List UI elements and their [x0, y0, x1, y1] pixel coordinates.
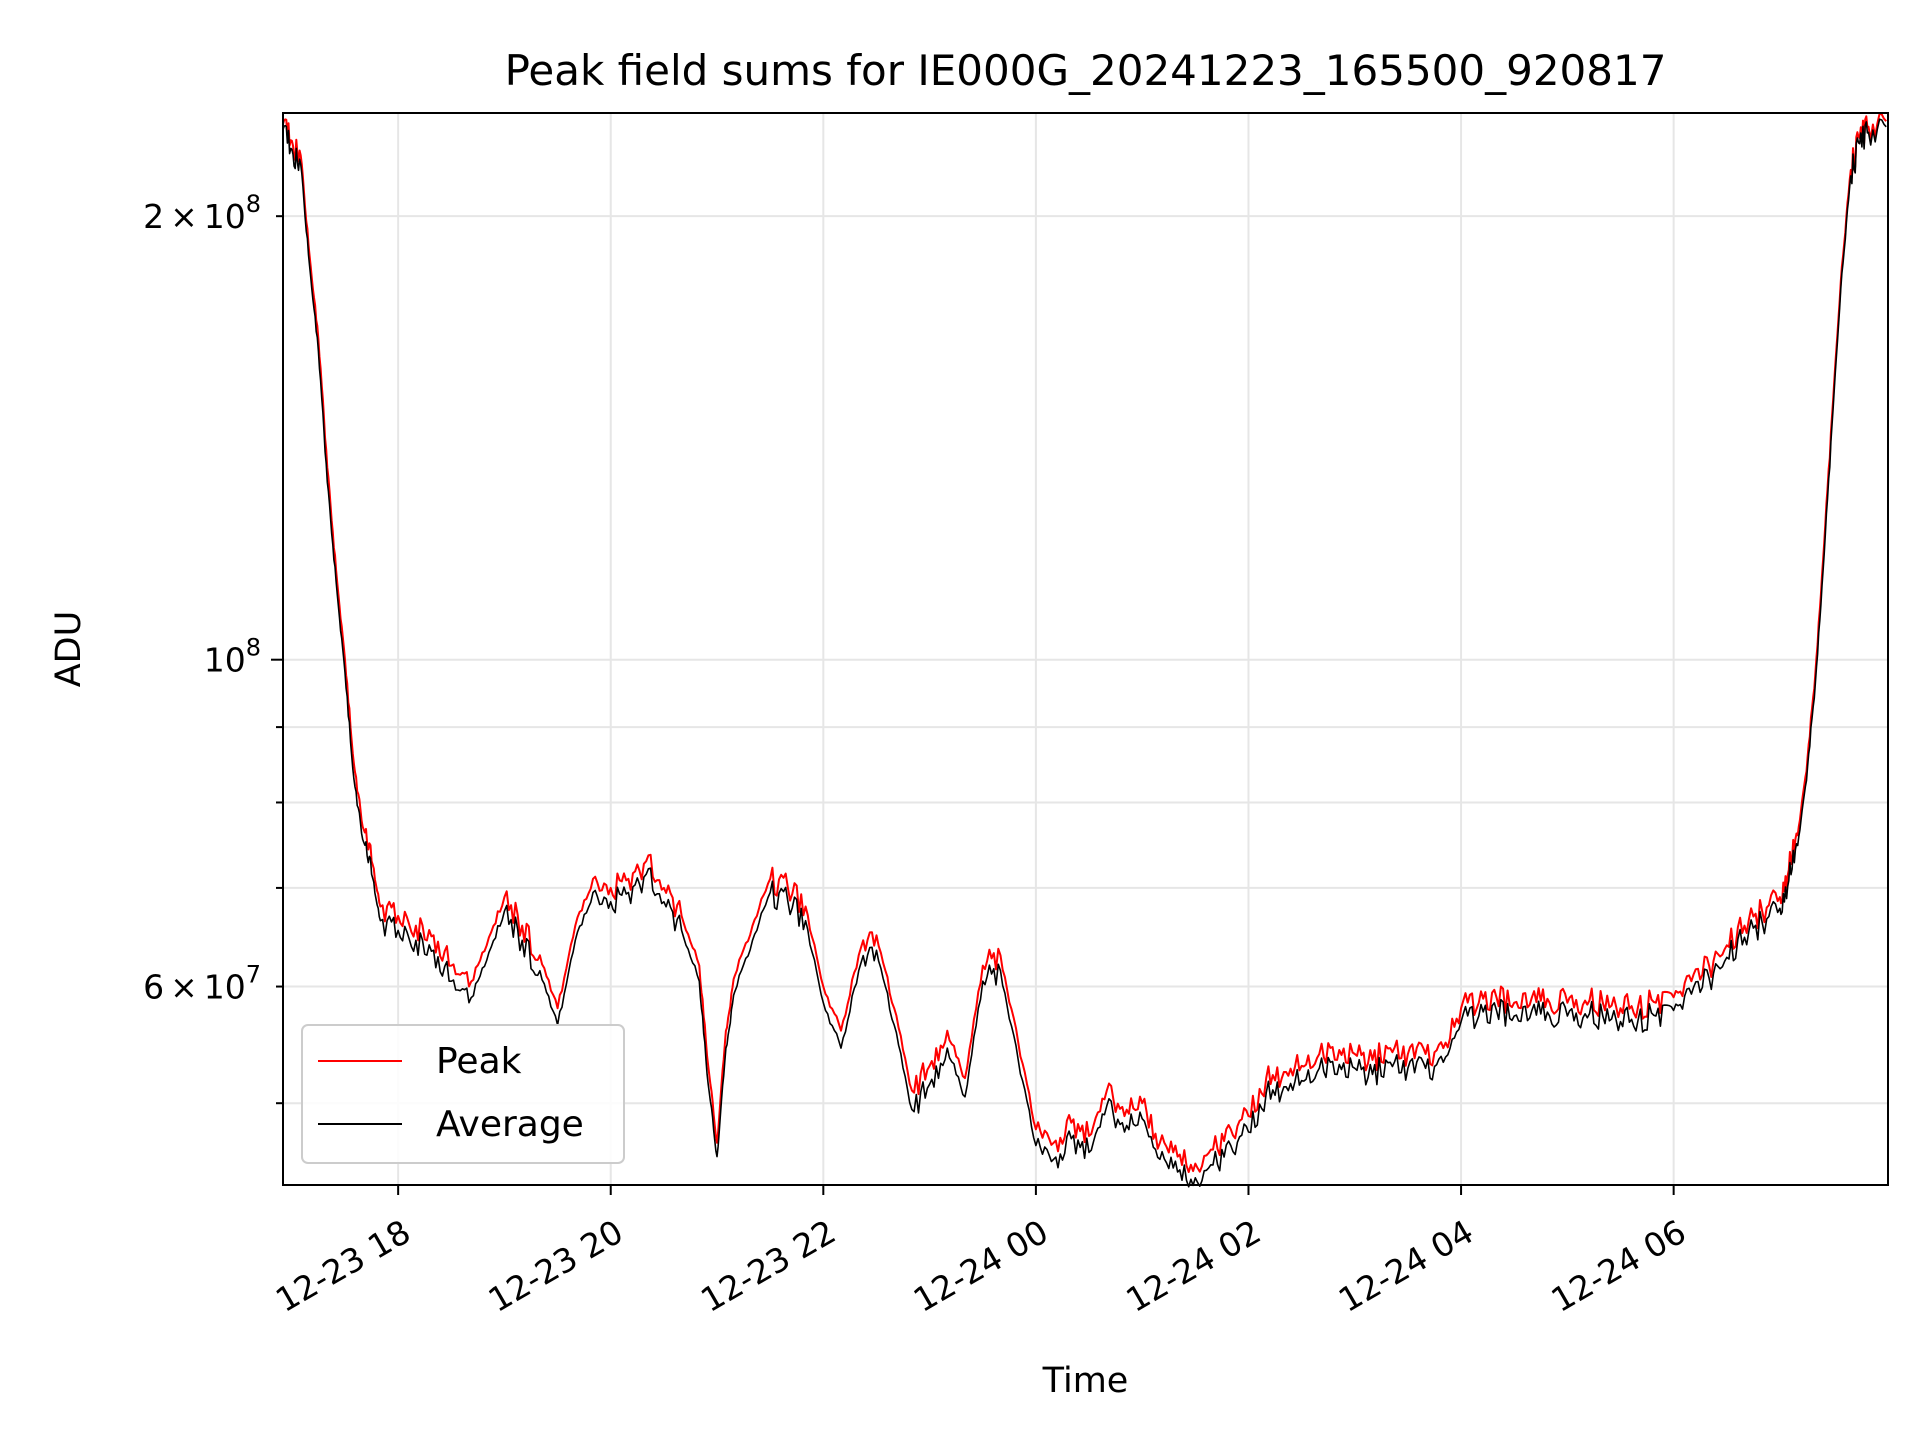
y-tick-label-times: ×	[170, 197, 198, 236]
x-axis-label: Time	[1042, 1361, 1129, 1401]
y-tick-label: 2 × 108	[143, 190, 261, 236]
legend-label-peak: Peak	[436, 1041, 522, 1082]
y-tick-label: 108	[204, 634, 261, 680]
y-tick-label-mantissa: 6	[143, 968, 164, 1007]
legend: Peak Average	[301, 1024, 625, 1164]
series-layer	[282, 112, 1887, 1188]
y-tick-label-exponent: 7	[246, 961, 261, 989]
y-axis-label: ADU	[49, 611, 89, 688]
y-tick-label-mantissa: 2	[143, 197, 164, 236]
y-tick-label-base: 10	[204, 641, 246, 680]
series-line-average	[282, 118, 1887, 1188]
y-tick-label-exponent: 8	[246, 634, 261, 662]
legend-label-average: Average	[436, 1104, 584, 1145]
y-tick-label-base: 10	[204, 197, 246, 236]
y-tick-label-base: 10	[204, 968, 246, 1007]
y-tick-label-exponent: 8	[246, 190, 261, 218]
chart-title: Peak field sums for IE000G_20241223_1655…	[505, 46, 1667, 95]
y-tick-label: 6 × 107	[143, 961, 261, 1007]
series-line-peak	[282, 112, 1887, 1174]
plot-frame	[282, 112, 1889, 1186]
y-tick-label-times: ×	[170, 968, 198, 1007]
legend-box	[301, 1024, 625, 1164]
